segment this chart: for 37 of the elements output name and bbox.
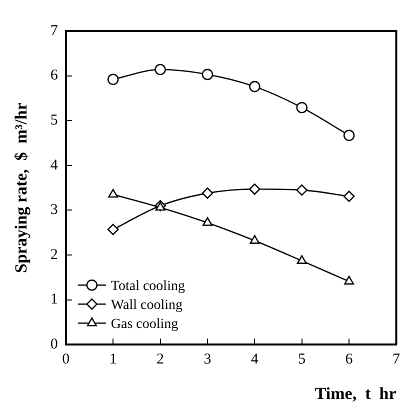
- point: [344, 276, 354, 285]
- point: [202, 68, 214, 80]
- legend-label: Total cooling: [110, 278, 185, 294]
- x-axis-title: Time, t hr: [314, 384, 397, 404]
- legend-label: Gas cooling: [110, 316, 178, 332]
- point: [250, 235, 260, 244]
- point: [296, 255, 307, 264]
- point: [202, 217, 212, 226]
- point: [108, 188, 118, 198]
- y-tick-label: 7: [50, 22, 58, 39]
- point: [296, 102, 308, 114]
- point: [249, 80, 260, 92]
- y-tick-label: 5: [50, 112, 58, 129]
- x-tick-label: 7: [392, 352, 400, 368]
- x-tick-label: 5: [298, 352, 306, 368]
- y-tick-label: 6: [50, 68, 58, 84]
- point: [202, 188, 214, 199]
- point: [107, 74, 119, 86]
- x-tick-label: 0: [62, 352, 70, 368]
- point: [107, 224, 119, 236]
- x-tick-label: 4: [250, 352, 259, 368]
- y-axis-title: Spraying rate, $ m³/hr: [12, 102, 31, 273]
- y-tick-label: 3: [50, 202, 58, 218]
- point: [296, 184, 308, 196]
- point: [343, 190, 355, 202]
- point: [154, 64, 166, 76]
- x-tick-label: 6: [345, 352, 354, 368]
- point: [249, 183, 260, 195]
- legend-label: Wall cooling: [110, 298, 182, 313]
- y-tick-label: 2: [50, 246, 58, 263]
- x-tick-label: 2: [156, 352, 164, 368]
- point: [343, 130, 355, 142]
- x-tick-label: 1: [109, 352, 117, 368]
- y-tick-label: 1: [50, 292, 58, 308]
- x-tick-label: 3: [204, 352, 212, 368]
- y-tick-label: 0: [50, 336, 58, 353]
- y-tick-label: 4: [50, 157, 58, 174]
